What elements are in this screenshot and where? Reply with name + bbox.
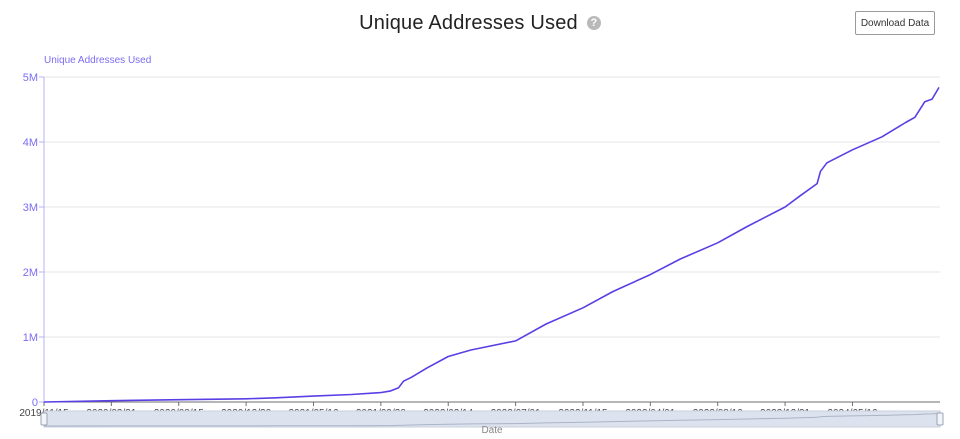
- y-tick-label: 2M: [23, 267, 38, 279]
- download-data-button[interactable]: Download Data: [855, 11, 935, 35]
- x-axis-label: Date: [481, 425, 503, 436]
- y-axis: 0 1M 2M 3M 4M 5M: [23, 72, 45, 409]
- question-circle-icon[interactable]: ?: [586, 16, 601, 30]
- series-line: [43, 86, 940, 403]
- y-tick-label: 5M: [23, 72, 38, 84]
- slider-handle-end[interactable]: [936, 412, 944, 426]
- title-row: Unique Addresses Used ?: [0, 8, 960, 38]
- y-tick-label: 1M: [23, 332, 38, 344]
- page-title: Unique Addresses Used: [359, 11, 578, 34]
- slider-preview-line: [43, 412, 940, 427]
- series-layer: [43, 86, 940, 403]
- date-range-slider[interactable]: [40, 410, 944, 428]
- y-axis-label: Unique Addresses Used: [44, 55, 151, 66]
- y-tick-label: 3M: [23, 202, 38, 214]
- slider-handle-start[interactable]: [40, 412, 48, 426]
- y-tick-label: 4M: [23, 137, 38, 149]
- y-tick-label: 0: [32, 397, 38, 409]
- grid-lines: [44, 76, 940, 338]
